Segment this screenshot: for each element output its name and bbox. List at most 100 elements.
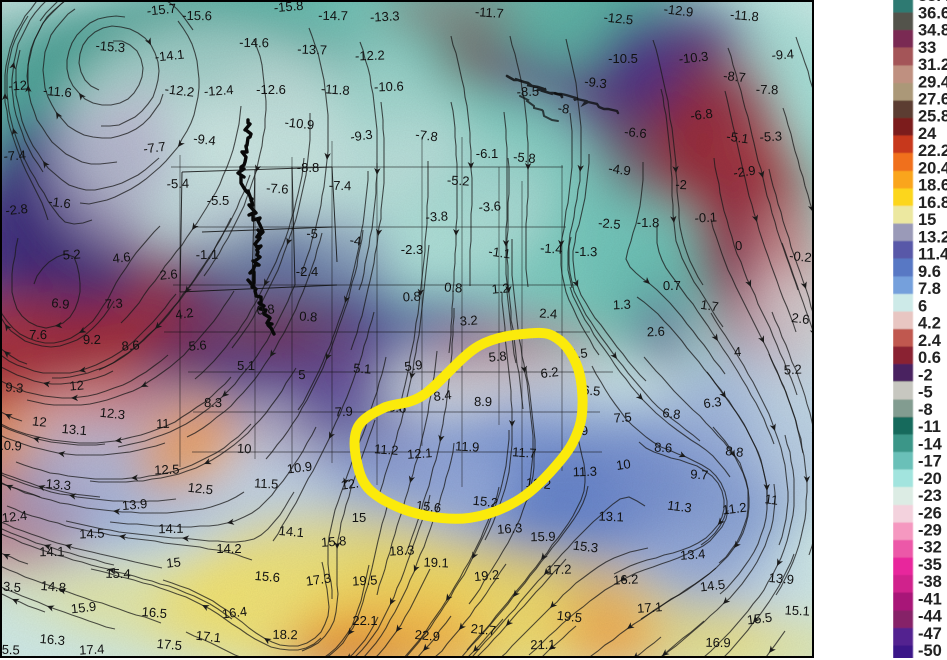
svg-text:-9.4: -9.4 (771, 46, 794, 63)
svg-text:13.4: 13.4 (680, 546, 706, 563)
svg-text:-9.3: -9.3 (349, 127, 373, 145)
svg-text:14.5: 14.5 (699, 577, 726, 595)
svg-text:27.6: 27.6 (918, 90, 947, 108)
svg-text:0.8: 0.8 (299, 308, 318, 324)
svg-text:6.9: 6.9 (51, 295, 71, 312)
svg-text:19.5: 19.5 (352, 572, 378, 588)
svg-text:14.1: 14.1 (39, 544, 65, 559)
svg-text:-29: -29 (918, 521, 942, 539)
svg-text:6.8: 6.8 (662, 405, 682, 422)
svg-text:17.1: 17.1 (195, 628, 222, 646)
svg-text:7.9: 7.9 (334, 404, 353, 420)
svg-text:25.8: 25.8 (918, 108, 947, 126)
svg-text:16.4: 16.4 (221, 604, 248, 622)
svg-text:11.4: 11.4 (918, 246, 947, 264)
svg-text:16.5: 16.5 (141, 604, 168, 621)
svg-text:-47: -47 (918, 625, 942, 643)
svg-text:-1.4: -1.4 (540, 240, 563, 257)
svg-text:22.2: 22.2 (918, 142, 947, 160)
svg-text:11: 11 (156, 416, 170, 431)
svg-text:-8: -8 (557, 100, 571, 116)
svg-text:-10.3: -10.3 (678, 49, 709, 67)
svg-text:-10.9: -10.9 (284, 115, 315, 133)
svg-text:15.6: 15.6 (254, 568, 281, 585)
svg-text:11.5: 11.5 (254, 475, 279, 491)
svg-text:-1.3: -1.3 (575, 244, 598, 259)
svg-text:4.2: 4.2 (918, 315, 941, 333)
svg-text:13.1: 13.1 (61, 421, 88, 438)
svg-text:-26: -26 (918, 504, 942, 522)
svg-text:14.1: 14.1 (158, 521, 184, 536)
svg-text:13.9: 13.9 (768, 570, 795, 587)
svg-text:10.9: 10.9 (286, 459, 313, 477)
svg-text:2.6: 2.6 (647, 324, 666, 340)
svg-text:-7.8: -7.8 (756, 82, 779, 97)
svg-text:-8: -8 (918, 401, 933, 419)
svg-text:17.4: 17.4 (79, 641, 105, 657)
svg-text:-9.4: -9.4 (193, 131, 217, 149)
svg-text:-41: -41 (918, 590, 942, 608)
svg-text:18.3: 18.3 (389, 542, 415, 558)
svg-text:-2.4: -2.4 (296, 264, 318, 279)
svg-text:-2.3: -2.3 (401, 242, 423, 257)
svg-text:11.2: 11.2 (374, 441, 399, 458)
svg-text:-32: -32 (918, 539, 942, 557)
svg-text:21.1: 21.1 (530, 637, 556, 652)
svg-text:5.8: 5.8 (488, 348, 507, 365)
svg-text:-2.5: -2.5 (598, 215, 622, 232)
svg-text:15.1: 15.1 (784, 602, 810, 618)
svg-text:2.6: 2.6 (791, 310, 811, 327)
svg-text:5.6: 5.6 (188, 337, 207, 354)
svg-text:12: 12 (31, 413, 47, 429)
svg-text:22.1: 22.1 (352, 613, 377, 628)
svg-text:10: 10 (615, 456, 631, 473)
svg-text:10.9: 10.9 (2, 438, 22, 454)
svg-text:-15.6: -15.6 (182, 8, 212, 24)
svg-text:24: 24 (918, 125, 937, 143)
svg-text:4: 4 (733, 344, 742, 360)
svg-text:-15.3: -15.3 (95, 38, 126, 56)
svg-text:-0.2: -0.2 (789, 248, 813, 265)
svg-text:-7.4: -7.4 (3, 147, 26, 164)
svg-text:11.3: 11.3 (667, 498, 693, 516)
svg-text:-0.1: -0.1 (694, 209, 717, 225)
svg-text:10: 10 (237, 441, 252, 457)
svg-text:-2: -2 (675, 177, 687, 192)
svg-text:15: 15 (918, 211, 936, 229)
svg-text:1.3: 1.3 (613, 297, 632, 313)
svg-text:18.6: 18.6 (918, 177, 947, 195)
svg-text:7.3: 7.3 (104, 296, 123, 312)
svg-text:-2: -2 (918, 366, 933, 384)
svg-text:-14.1: -14.1 (154, 47, 185, 65)
svg-text:0.6: 0.6 (918, 349, 941, 367)
svg-text:16.9: 16.9 (705, 635, 731, 650)
svg-text:12.5: 12.5 (187, 480, 214, 498)
svg-text:13.9: 13.9 (121, 496, 148, 513)
svg-text:5.1: 5.1 (237, 358, 255, 373)
svg-text:0.8: 0.8 (444, 279, 463, 295)
svg-text:15.4: 15.4 (105, 566, 131, 581)
svg-text:-1.1: -1.1 (487, 244, 511, 262)
svg-text:0.8: 0.8 (256, 301, 275, 318)
svg-text:15.9: 15.9 (70, 599, 97, 617)
svg-text:-4.9: -4.9 (607, 161, 631, 179)
svg-text:5: 5 (298, 367, 305, 382)
svg-text:0: 0 (735, 238, 743, 253)
svg-text:-11.6: -11.6 (42, 83, 72, 100)
svg-text:9.3: 9.3 (5, 379, 24, 396)
svg-text:8.3: 8.3 (204, 395, 222, 410)
svg-text:-23: -23 (918, 487, 942, 505)
svg-text:17.2: 17.2 (546, 562, 572, 578)
svg-text:-5.4: -5.4 (166, 176, 189, 192)
svg-text:-1.6: -1.6 (48, 194, 72, 212)
svg-text:11.7: 11.7 (512, 444, 537, 461)
svg-text:5.1: 5.1 (353, 360, 372, 376)
svg-text:21.7: 21.7 (470, 621, 497, 638)
svg-text:6.2: 6.2 (540, 364, 560, 381)
svg-text:19.1: 19.1 (423, 555, 449, 571)
svg-text:12.3: 12.3 (99, 405, 126, 423)
svg-text:-3.6: -3.6 (478, 198, 501, 215)
svg-text:14.1: 14.1 (278, 523, 305, 540)
svg-text:-12.6: -12.6 (256, 82, 286, 97)
svg-text:5.2: 5.2 (783, 362, 802, 378)
